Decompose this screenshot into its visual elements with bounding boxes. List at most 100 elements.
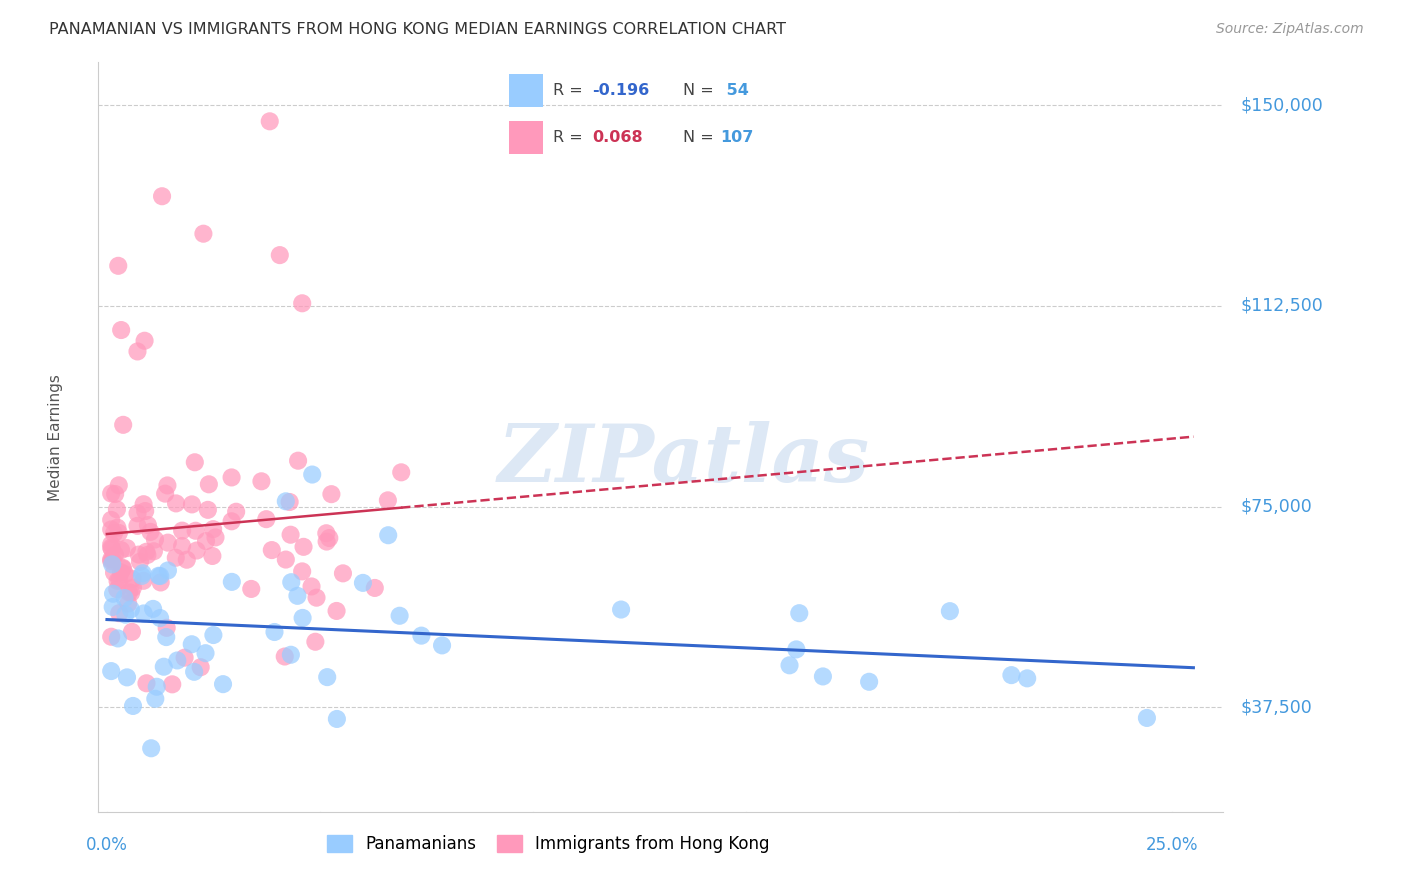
Point: [315, 534, 337, 549]
Point: [142, 602, 165, 616]
Point: [107, 478, 129, 492]
Point: [212, 677, 235, 691]
Point: [149, 569, 172, 583]
Point: [193, 227, 215, 241]
Point: [155, 630, 177, 644]
Point: [131, 569, 153, 583]
Point: [156, 478, 179, 492]
Point: [110, 565, 132, 579]
Point: [120, 586, 142, 600]
Point: [166, 653, 188, 667]
Point: [132, 607, 155, 621]
Point: [165, 496, 187, 510]
Point: [152, 659, 174, 673]
Point: [121, 624, 143, 639]
Point: [153, 486, 176, 500]
Point: [100, 664, 122, 678]
Text: 25.0%: 25.0%: [1146, 836, 1198, 854]
Point: [254, 512, 277, 526]
Point: [377, 528, 399, 542]
Text: Median Earnings: Median Earnings: [48, 374, 63, 500]
Point: [250, 475, 273, 489]
Legend: Panamanians, Immigrants from Hong Kong: Panamanians, Immigrants from Hong Kong: [321, 828, 776, 860]
Point: [105, 521, 128, 535]
Point: [162, 677, 184, 691]
Point: [110, 323, 132, 337]
Point: [305, 591, 328, 605]
FancyBboxPatch shape: [509, 74, 543, 106]
Text: 0.0%: 0.0%: [86, 836, 128, 854]
Point: [278, 495, 301, 509]
Point: [325, 604, 347, 618]
Point: [1017, 671, 1039, 685]
Text: 0.068: 0.068: [592, 130, 643, 145]
Point: [779, 658, 801, 673]
Point: [121, 572, 143, 586]
Point: [150, 189, 173, 203]
Point: [377, 493, 399, 508]
Point: [939, 604, 962, 618]
Point: [136, 518, 159, 533]
Point: [1136, 711, 1159, 725]
Point: [287, 453, 309, 467]
Point: [225, 505, 247, 519]
Point: [134, 334, 156, 348]
Text: Source: ZipAtlas.com: Source: ZipAtlas.com: [1216, 22, 1364, 37]
Point: [172, 524, 194, 538]
Text: R =: R =: [553, 130, 588, 145]
Point: [610, 602, 633, 616]
Point: [127, 506, 149, 520]
Point: [287, 589, 309, 603]
Point: [100, 486, 122, 500]
Point: [184, 524, 207, 538]
Point: [411, 629, 433, 643]
Point: [274, 649, 297, 664]
Point: [127, 519, 149, 533]
Point: [107, 259, 129, 273]
Point: [142, 544, 165, 558]
Point: [326, 712, 349, 726]
Point: [128, 548, 150, 562]
Point: [100, 552, 122, 566]
Point: [197, 503, 219, 517]
Point: [195, 534, 218, 549]
Point: [291, 565, 314, 579]
Text: R =: R =: [553, 83, 588, 97]
Point: [107, 574, 129, 588]
Text: $112,500: $112,500: [1240, 297, 1323, 315]
Point: [118, 585, 141, 599]
Point: [122, 581, 145, 595]
Point: [332, 566, 354, 581]
Point: [104, 487, 127, 501]
Point: [100, 554, 122, 568]
Point: [221, 470, 243, 484]
Point: [389, 466, 412, 480]
Point: [1000, 668, 1022, 682]
Point: [114, 591, 136, 605]
Point: [291, 611, 314, 625]
Point: [301, 579, 323, 593]
Point: [263, 625, 285, 640]
Point: [180, 637, 202, 651]
Point: [112, 417, 135, 432]
Point: [204, 530, 226, 544]
Point: [114, 607, 136, 622]
Point: [172, 539, 194, 553]
Point: [143, 691, 166, 706]
Point: [117, 597, 139, 611]
Point: [269, 248, 291, 262]
Point: [202, 522, 225, 536]
Point: [111, 561, 134, 575]
Point: [315, 526, 337, 541]
Point: [280, 527, 302, 541]
Point: [292, 540, 315, 554]
Point: [131, 566, 153, 581]
Point: [101, 599, 124, 614]
Point: [135, 676, 157, 690]
Text: $75,000: $75,000: [1240, 498, 1312, 516]
Point: [105, 582, 128, 597]
Point: [149, 611, 172, 625]
Text: N =: N =: [683, 83, 718, 97]
Point: [122, 698, 145, 713]
Point: [127, 344, 149, 359]
